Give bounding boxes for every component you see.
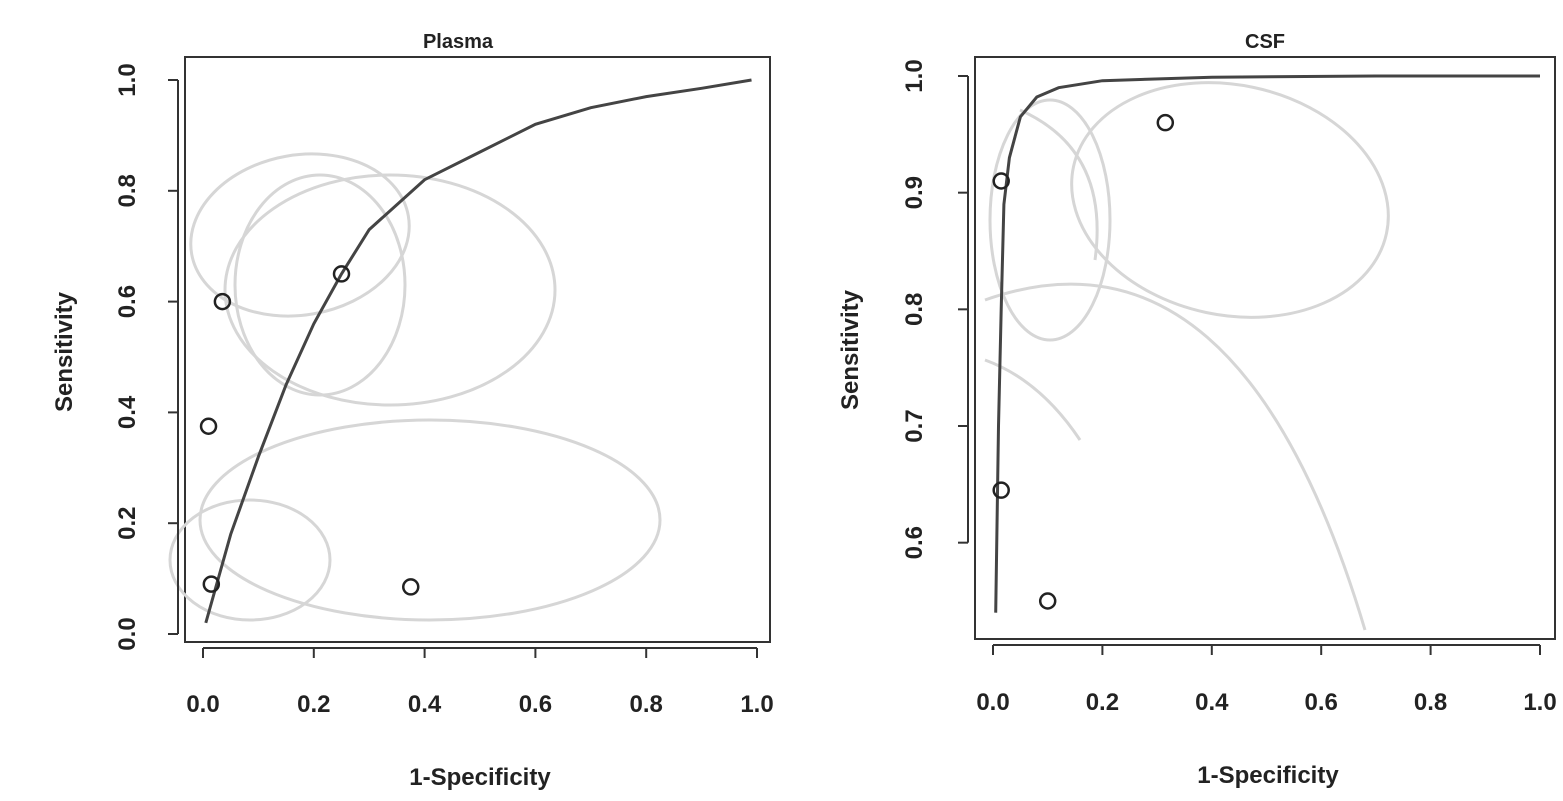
- y-tick-label: 1.0: [114, 63, 141, 96]
- y-tick-label: 0.9: [901, 176, 928, 209]
- x-tick-label: 0.4: [408, 691, 442, 718]
- y-tick-label: 0.2: [114, 507, 141, 540]
- data-point: [992, 172, 1010, 190]
- chart-title: CSF: [1245, 31, 1285, 53]
- x-axis-label: 1-Specificity: [409, 764, 551, 791]
- x-tick-label: 0.8: [630, 691, 663, 718]
- data-points: [992, 113, 1175, 610]
- plot-frame: [184, 56, 771, 643]
- data-point: [1156, 113, 1175, 132]
- y-tick-label: 1.0: [901, 59, 928, 92]
- y-tick-label: 0.8: [901, 293, 928, 326]
- confidence-ellipses: [984, 81, 1390, 631]
- chart-title: Plasma: [423, 31, 494, 53]
- csf-panel: CSF 1-Specificity Sensitivity 0.0 0.2 0.4 0…: [837, 31, 1557, 789]
- x-tick-label: 0.0: [186, 691, 219, 718]
- x-tick-label: 1.0: [740, 691, 773, 718]
- x-tick-label: 0.6: [1305, 689, 1338, 716]
- x-axis-label: 1-Specificity: [1197, 762, 1339, 789]
- data-point: [199, 417, 218, 435]
- data-points: [199, 265, 420, 596]
- y-axis-ticks: 0.0 0.2 0.4 0.6 0.8 1.0: [114, 63, 179, 651]
- confidence-ellipses: [168, 152, 662, 622]
- sroc-curve: [994, 74, 1540, 613]
- y-axis-ticks: 0.6 0.7 0.8 0.9 1.0: [901, 59, 969, 559]
- data-point: [1038, 592, 1057, 610]
- x-tick-label: 0.2: [297, 691, 330, 718]
- y-axis-label: Sensitivity: [837, 289, 864, 410]
- plasma-panel: Plasma 1-Specificity Sensitivity 0.0 0.2 0…: [51, 31, 774, 791]
- x-tick-label: 0.8: [1414, 689, 1447, 716]
- data-point: [332, 265, 351, 283]
- x-tick-label: 0.0: [976, 689, 1009, 716]
- x-tick-label: 1.0: [1523, 689, 1556, 716]
- x-axis-ticks: 0.0 0.2 0.4 0.6 0.8 1.0: [186, 647, 774, 718]
- x-axis-ticks: 0.0 0.2 0.4 0.6 0.8 1.0: [976, 644, 1557, 716]
- sroc-curve: [204, 78, 752, 624]
- data-point: [992, 481, 1010, 499]
- data-point: [402, 578, 420, 596]
- x-tick-label: 0.6: [519, 691, 552, 718]
- y-tick-label: 0.6: [901, 526, 928, 559]
- y-tick-label: 0.0: [114, 617, 141, 650]
- x-tick-label: 0.2: [1086, 689, 1119, 716]
- data-point: [202, 575, 221, 593]
- y-axis-label: Sensitivity: [51, 291, 78, 412]
- x-tick-label: 0.4: [1195, 689, 1229, 716]
- data-point: [213, 292, 232, 311]
- y-tick-label: 0.7: [901, 409, 928, 442]
- y-tick-label: 0.8: [114, 174, 141, 207]
- y-tick-label: 0.4: [114, 395, 141, 429]
- y-tick-label: 0.6: [114, 285, 141, 318]
- plot-frame: [974, 56, 1556, 640]
